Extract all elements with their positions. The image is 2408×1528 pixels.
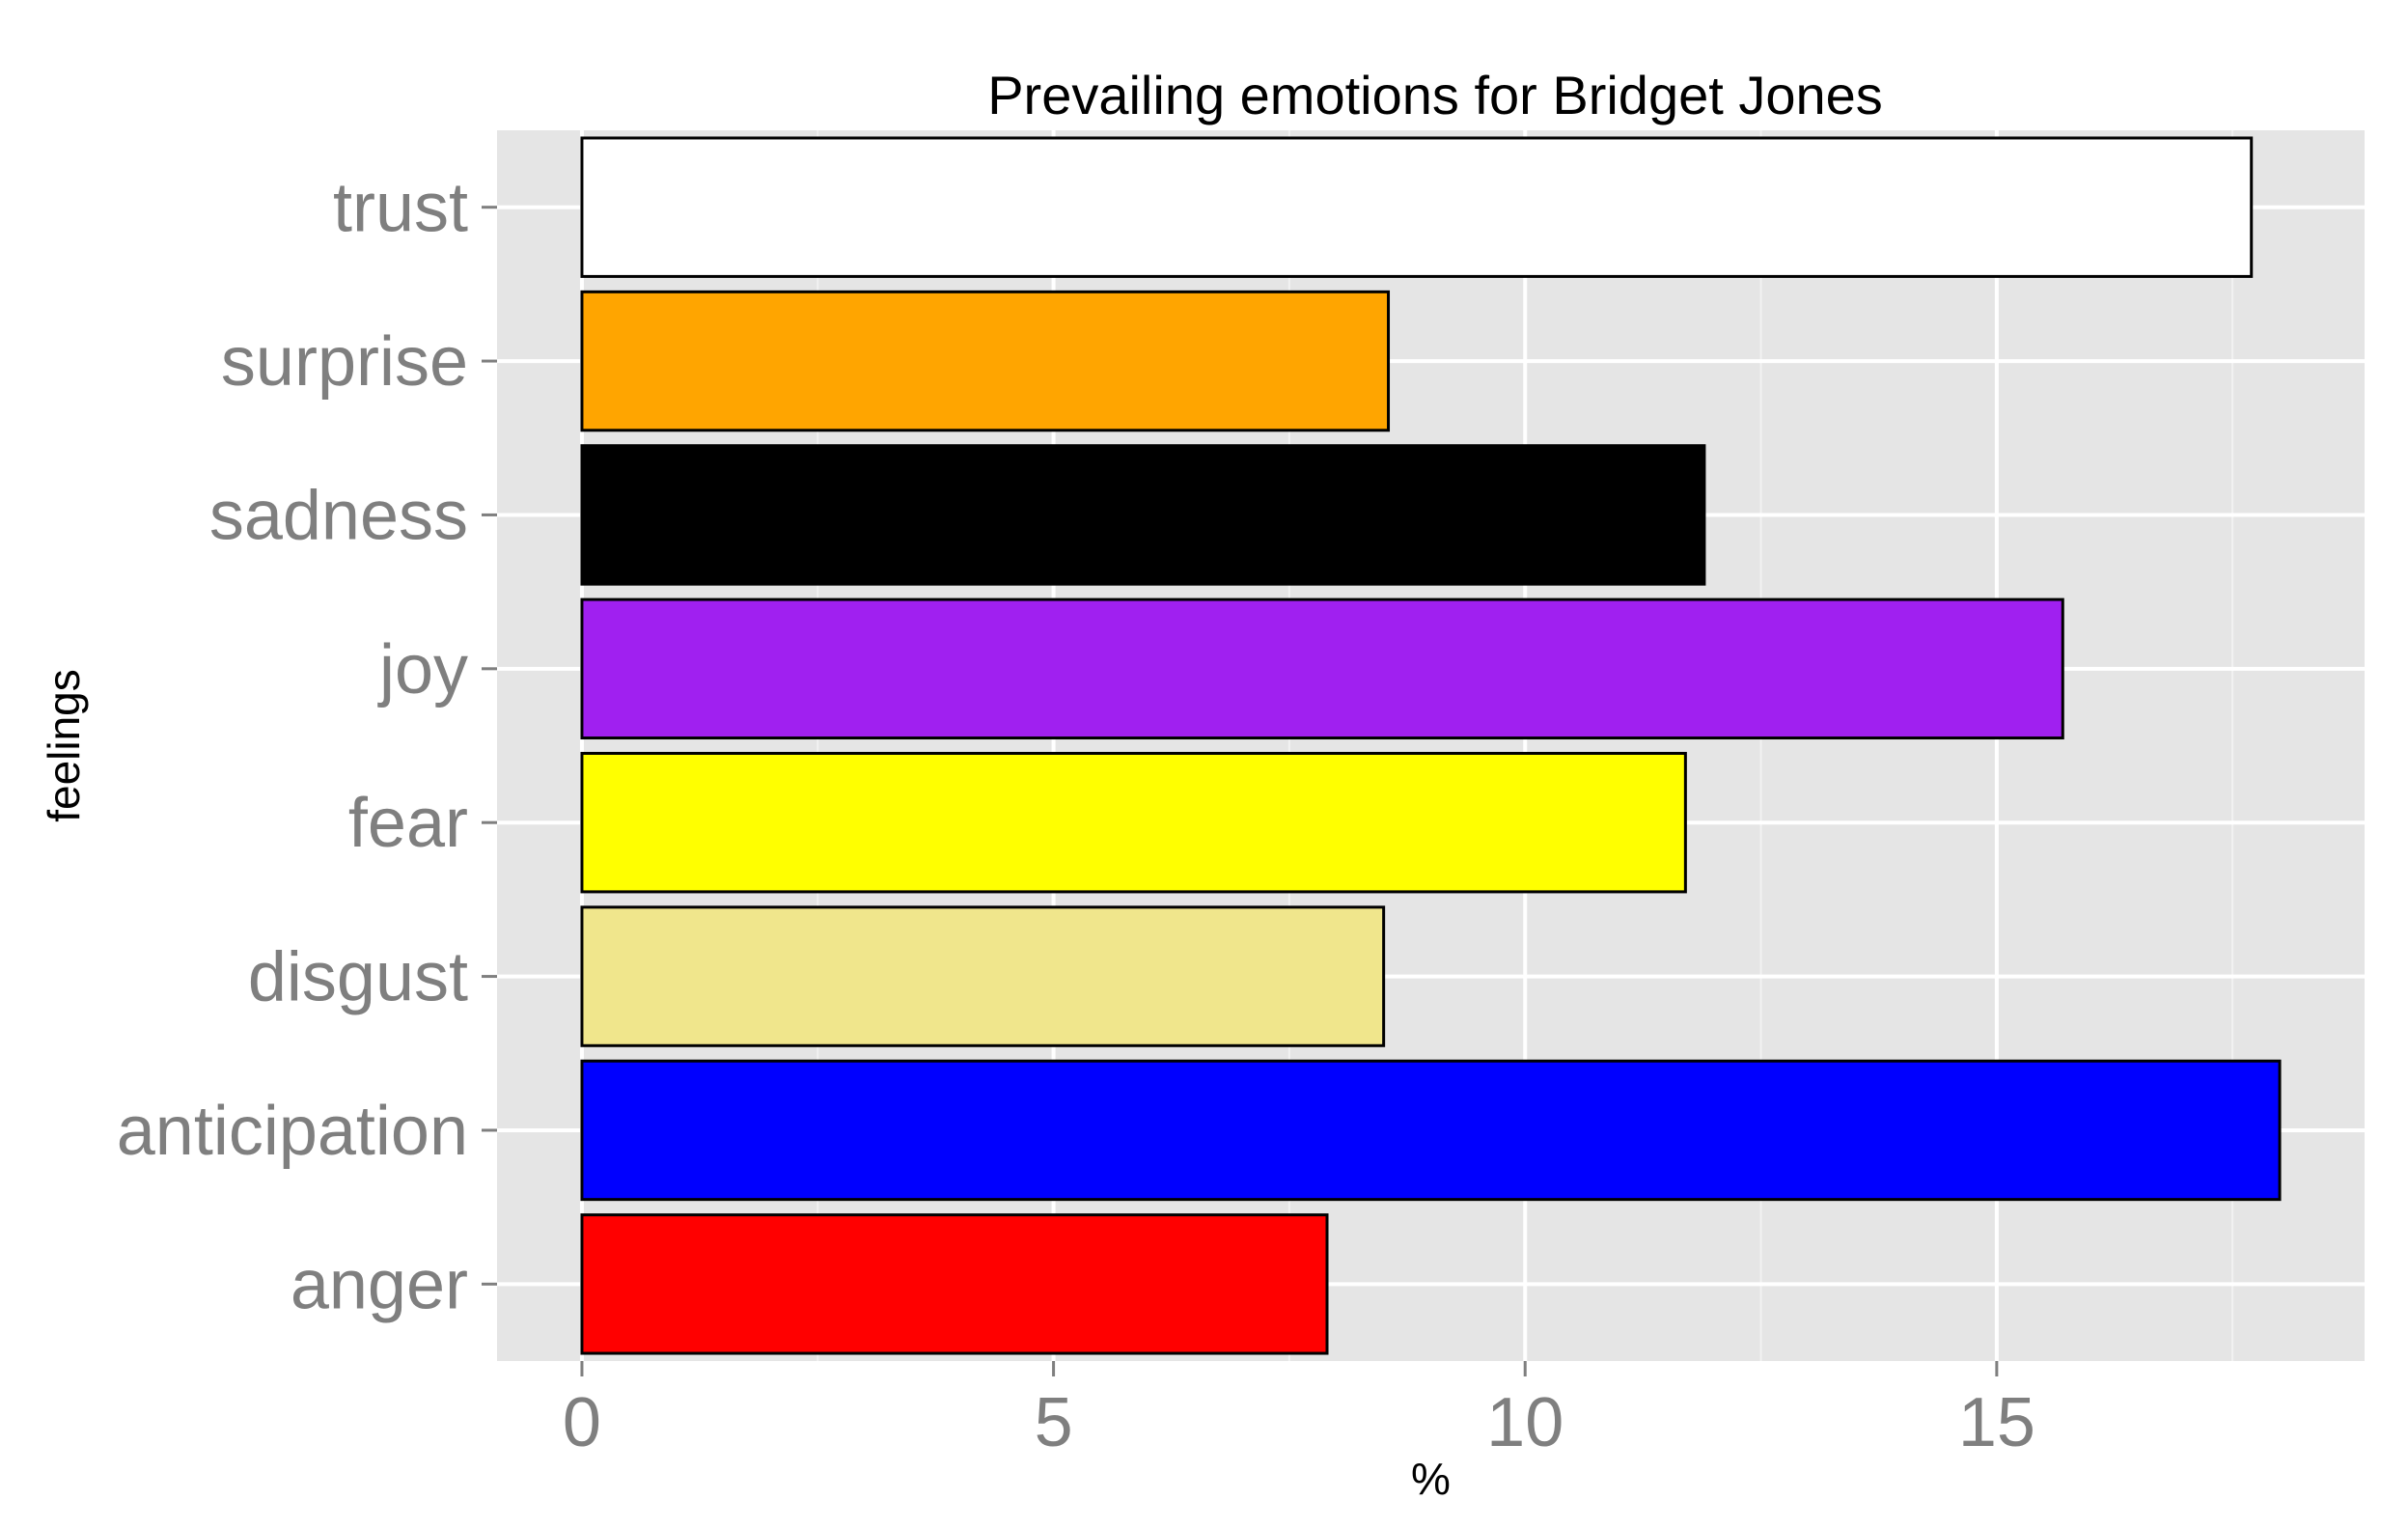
y-tick-label: surprise xyxy=(221,323,468,401)
chart-title: Prevailing emotions for Bridget Jones xyxy=(987,65,1883,125)
x-tick-label: 5 xyxy=(1035,1384,1073,1461)
y-tick-label: anger xyxy=(291,1246,468,1323)
bar-joy xyxy=(580,597,2064,740)
y-axis: anger anticipation disgust fear joy sadness su… xyxy=(117,170,497,1323)
y-tick-label: joy xyxy=(377,631,468,708)
y-tick-label: anticipation xyxy=(117,1093,468,1170)
bar-trust xyxy=(580,136,2254,278)
y-axis-title: feelings xyxy=(39,669,89,822)
bar-disgust xyxy=(580,905,1386,1047)
y-tick-label: disgust xyxy=(248,939,468,1016)
y-tick-label: fear xyxy=(348,785,468,862)
x-tick-label: 15 xyxy=(1958,1384,2035,1461)
bar-anticipation xyxy=(580,1059,2282,1202)
y-tick-label: sadness xyxy=(209,477,468,554)
y-tick-label: trust xyxy=(333,170,468,247)
x-tick-label: 10 xyxy=(1486,1384,1564,1461)
x-axis: 0 5 10 15 xyxy=(563,1361,2035,1461)
bars xyxy=(580,136,2282,1355)
bar-surprise xyxy=(580,290,1391,432)
x-axis-title: % xyxy=(1411,1454,1451,1504)
bar-anger xyxy=(580,1213,1329,1355)
x-tick-label: 0 xyxy=(563,1384,601,1461)
bar-sadness xyxy=(580,444,1706,586)
bar-fear xyxy=(580,751,1687,894)
